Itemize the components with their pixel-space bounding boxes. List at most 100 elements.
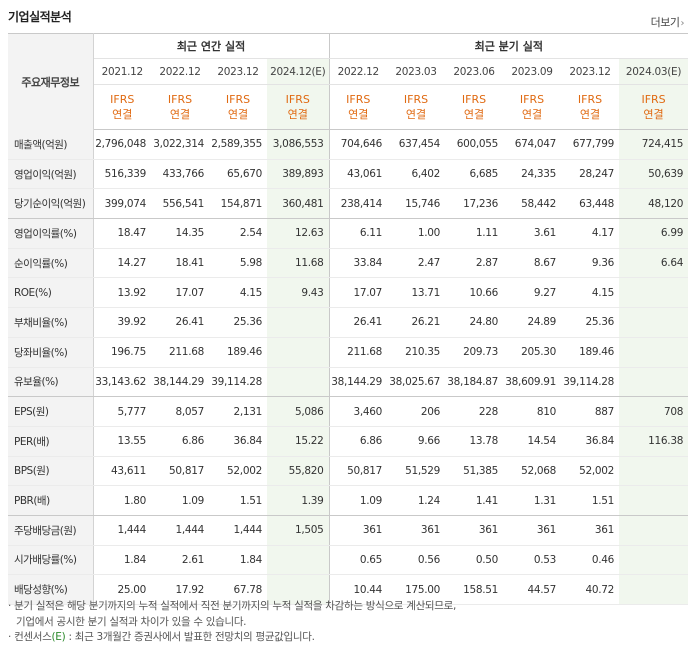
table-cell: 1.41	[445, 485, 504, 516]
accounting-standard-0: IFRS 연결	[93, 84, 151, 130]
table-cell: 50,817	[151, 456, 209, 487]
table-cell: 24.80	[445, 307, 504, 338]
standard-consolidated: 연결	[463, 108, 485, 121]
table-cell: 0.50	[445, 545, 504, 576]
quarter-title: 최근 분기 실적	[329, 33, 689, 59]
note-consensus-label: · 컨센서스	[8, 631, 52, 643]
table-cell: 1.09	[329, 485, 388, 516]
table-cell: 6,685	[445, 159, 504, 190]
row-label: 시가배당률(%)	[8, 545, 94, 576]
table-cell	[267, 367, 330, 398]
table-row: PER(배) 13.55 6.86 36.84 15.22 6.86 9.66 13.78 14…	[8, 426, 689, 457]
table-cell: 50,817	[329, 456, 388, 487]
table-cell: 67.78	[209, 574, 267, 605]
estimate-mark: (E)	[51, 631, 66, 643]
table-cell: 5,086	[267, 396, 330, 427]
standard-consolidated: 연결	[405, 108, 427, 121]
table-cell: 1.39	[267, 485, 330, 516]
table-row: 영업이익률(%) 18.47 14.35 2.54 12.63 6.11 1.00 1.11 3…	[8, 218, 689, 249]
row-label: ROE(%)	[8, 277, 94, 309]
table-cell: 810	[503, 396, 562, 427]
table-cell: 724,415	[619, 129, 689, 160]
table-cell: 1.51	[209, 485, 267, 516]
table-cell: 24.89	[503, 307, 562, 338]
table-cell: 677,799	[561, 129, 620, 160]
table-cell: 18.41	[151, 248, 209, 279]
table-cell: 361	[561, 515, 620, 546]
header-label: 주요재무정보	[8, 33, 94, 130]
accounting-standard-5: IFRS 연결	[387, 84, 446, 130]
table-cell: 9.43	[267, 277, 330, 309]
table-cell: 10.44	[329, 574, 388, 605]
table-cell: 52,002	[209, 456, 267, 487]
table-cell: 1,444	[209, 515, 267, 546]
standard-ifrs: IFRS	[403, 93, 429, 106]
table-cell: 361	[387, 515, 446, 546]
table-cell: 17,236	[445, 188, 504, 220]
more-link[interactable]: 더보기›	[651, 14, 685, 30]
table-cell: 210.35	[387, 337, 446, 368]
footnotes: · 분기 실적은 해당 분기까지의 누적 실적에서 직전 분기까지의 누적 실적…	[8, 599, 456, 646]
table-cell: 361	[329, 515, 388, 546]
table-cell: 1.31	[503, 485, 562, 516]
table-cell: 6.86	[151, 426, 209, 457]
note-line-2: 기업에서 공시한 분기 실적과 차이가 있을 수 있습니다.	[16, 615, 247, 628]
table-cell: 1.51	[561, 485, 620, 516]
table-cell: 361	[503, 515, 562, 546]
table-cell: 196.75	[93, 337, 151, 368]
table-cell: 389,893	[267, 159, 330, 190]
table-cell: 39,114.28	[209, 367, 267, 398]
table-row: 순이익률(%) 14.27 18.41 5.98 11.68 33.84 2.47 2.87 8…	[8, 248, 689, 279]
row-label: 주당배당금(원)	[8, 515, 94, 546]
column-header-8: 2023.12	[561, 58, 620, 85]
table-cell: 6,402	[387, 159, 446, 190]
table-cell: 189.46	[209, 337, 267, 368]
table-cell: 0.56	[387, 545, 446, 576]
row-label: BPS(원)	[8, 456, 94, 487]
table-cell: 205.30	[503, 337, 562, 368]
table-cell: 5,777	[93, 396, 151, 427]
table-cell: 8.67	[503, 248, 562, 279]
column-header-0: 2021.12	[93, 58, 151, 85]
table-cell: 18.47	[93, 218, 151, 249]
table-row: 유보율(%) 33,143.62 38,144.29 39,114.28 38,144.…	[8, 367, 689, 398]
table-cell: 8,057	[151, 396, 209, 427]
table-cell: 38,025.67	[387, 367, 446, 398]
table-cell: 206	[387, 396, 446, 427]
table-cell: 17.07	[151, 277, 209, 309]
table-row: EPS(원) 5,777 8,057 2,131 5,086 3,460 206 228 810…	[8, 396, 689, 427]
table-cell: 43,061	[329, 159, 388, 190]
table-cell: 2.47	[387, 248, 446, 279]
table-cell: 38,609.91	[503, 367, 562, 398]
table-cell: 600,055	[445, 129, 504, 160]
table-cell: 26.21	[387, 307, 446, 338]
table-cell: 228	[445, 396, 504, 427]
table-cell: 14.27	[93, 248, 151, 279]
table-cell: 65,670	[209, 159, 267, 190]
table-cell: 2,131	[209, 396, 267, 427]
table-cell: 1,505	[267, 515, 330, 546]
table-cell: 704,646	[329, 129, 388, 160]
standard-ifrs: IFRS	[461, 93, 487, 106]
standard-consolidated: 연결	[643, 108, 664, 121]
table-cell: 158.51	[445, 574, 504, 605]
table-cell: 6.64	[619, 248, 689, 279]
table-cell: 13.78	[445, 426, 504, 457]
row-label: PBR(배)	[8, 485, 94, 516]
table-cell: 12.63	[267, 218, 330, 249]
table-cell: 238,414	[329, 188, 388, 220]
table-cell: 6.99	[619, 218, 689, 249]
table-cell: 399,074	[93, 188, 151, 220]
table-cell: 637,454	[387, 129, 446, 160]
table-cell: 33,143.62	[93, 367, 151, 398]
note-line-3: · 컨센서스(E) : 최근 3개월간 증권사에서 발표한 전망치의 평균값입니…	[8, 630, 456, 646]
financial-table: 주요재무정보 최근 연간 실적 최근 분기 실적 2021.12 2022.12 2…	[8, 33, 689, 605]
table-cell	[267, 545, 330, 576]
table-cell	[619, 515, 689, 546]
table-cell	[619, 485, 689, 516]
table-cell: 51,529	[387, 456, 446, 487]
table-cell: 2,589,355	[209, 129, 267, 160]
row-label: 당기순이익(억원)	[8, 188, 94, 220]
table-cell: 211.68	[329, 337, 388, 368]
table-cell: 10.66	[445, 277, 504, 309]
